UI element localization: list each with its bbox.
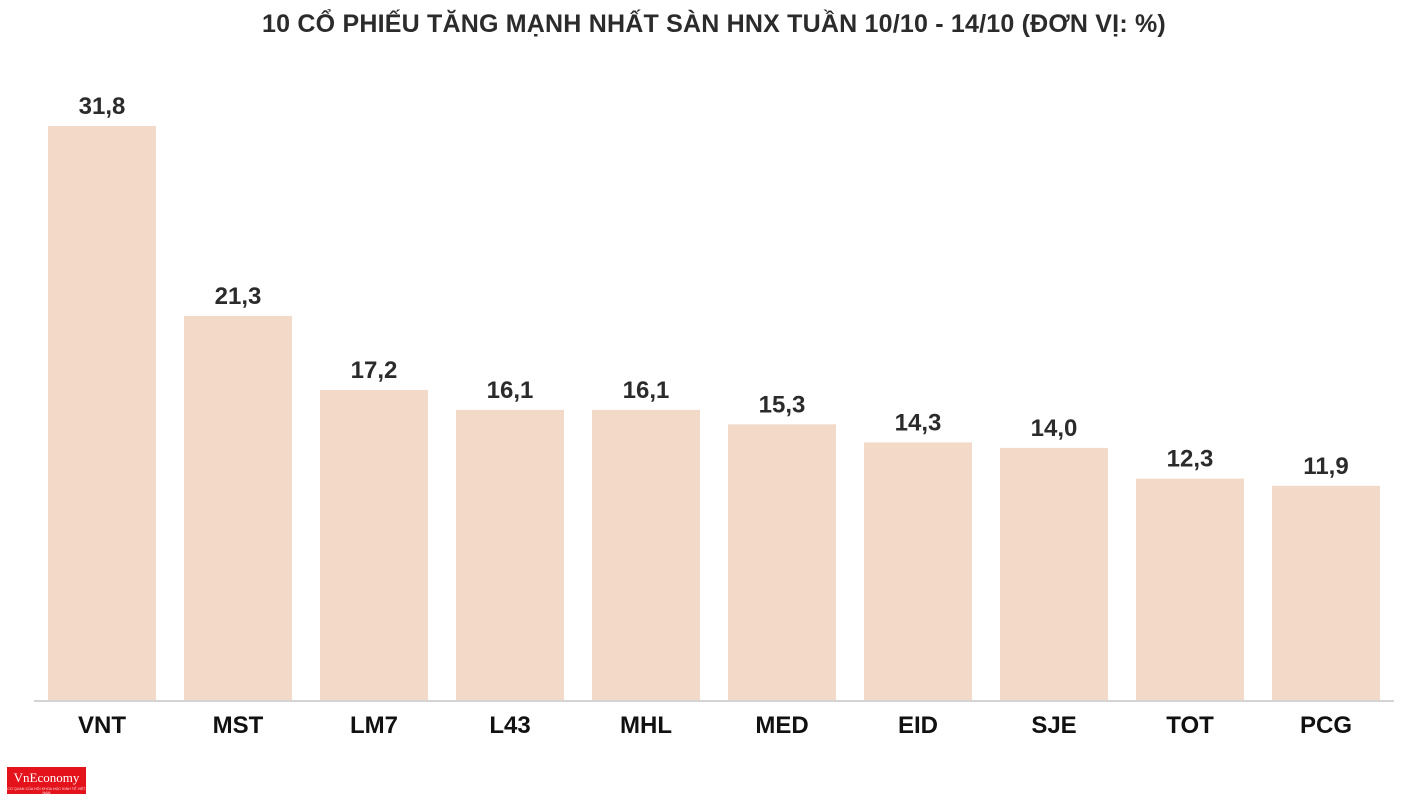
bar-vnt — [48, 126, 156, 701]
value-label-vnt: 31,8 — [79, 93, 126, 120]
bar-l43 — [456, 409, 564, 701]
value-label-eid: 14,3 — [895, 409, 942, 436]
value-label-l43: 16,1 — [487, 377, 534, 404]
bar-tot — [1136, 478, 1244, 701]
value-label-lm7: 17,2 — [351, 357, 398, 384]
value-label-sje: 14,0 — [1031, 415, 1078, 442]
value-label-med: 15,3 — [759, 391, 806, 418]
x-tick-label-tot: TOT — [1166, 712, 1214, 739]
x-tick-label-eid: EID — [898, 712, 938, 739]
bar-med — [728, 424, 836, 701]
x-tick-label-sje: SJE — [1031, 712, 1076, 739]
x-tick-label-mhl: MHL — [620, 712, 672, 739]
logo-tagline: CƠ QUAN CỦA HỘI KHOA HỌC KINH TẾ VIỆT NA… — [7, 787, 86, 795]
bar-pcg — [1272, 485, 1380, 701]
value-labels-group: 31,8 21,3 17,2 16,1 16,1 15,3 14,3 14,0 12,3 11,9 — [79, 93, 1349, 480]
x-tick-label-mst: MST — [213, 712, 264, 739]
bar-mhl — [592, 409, 700, 701]
x-tick-label-vnt: VNT — [78, 712, 126, 739]
value-label-pcg: 11,9 — [1303, 453, 1348, 480]
x-tick-label-pcg: PCG — [1300, 712, 1352, 739]
logo-wordmark: VnEconomy — [13, 770, 80, 785]
bars-group — [48, 126, 1380, 701]
bar-mst — [184, 315, 292, 701]
x-tick-label-med: MED — [755, 712, 808, 739]
value-label-tot: 12,3 — [1167, 446, 1214, 473]
x-tick-label-lm7: LM7 — [350, 712, 398, 739]
vneconomy-logo: VnEconomy CƠ QUAN CỦA HỘI KHOA HỌC KINH … — [7, 767, 86, 795]
value-label-mst: 21,3 — [215, 283, 262, 310]
bar-eid — [864, 442, 972, 701]
x-tick-label-l43: L43 — [489, 712, 530, 739]
bar-lm7 — [320, 390, 428, 701]
value-label-mhl: 16,1 — [623, 377, 670, 404]
chart-title: 10 CỔ PHIẾU TĂNG MẠNH NHẤT SÀN HNX TUẦN … — [262, 10, 1166, 38]
bar-sje — [1000, 447, 1108, 701]
tick-labels-group: VNT MST LM7 L43 MHL MED EID SJE TOT PCG — [78, 712, 1352, 739]
